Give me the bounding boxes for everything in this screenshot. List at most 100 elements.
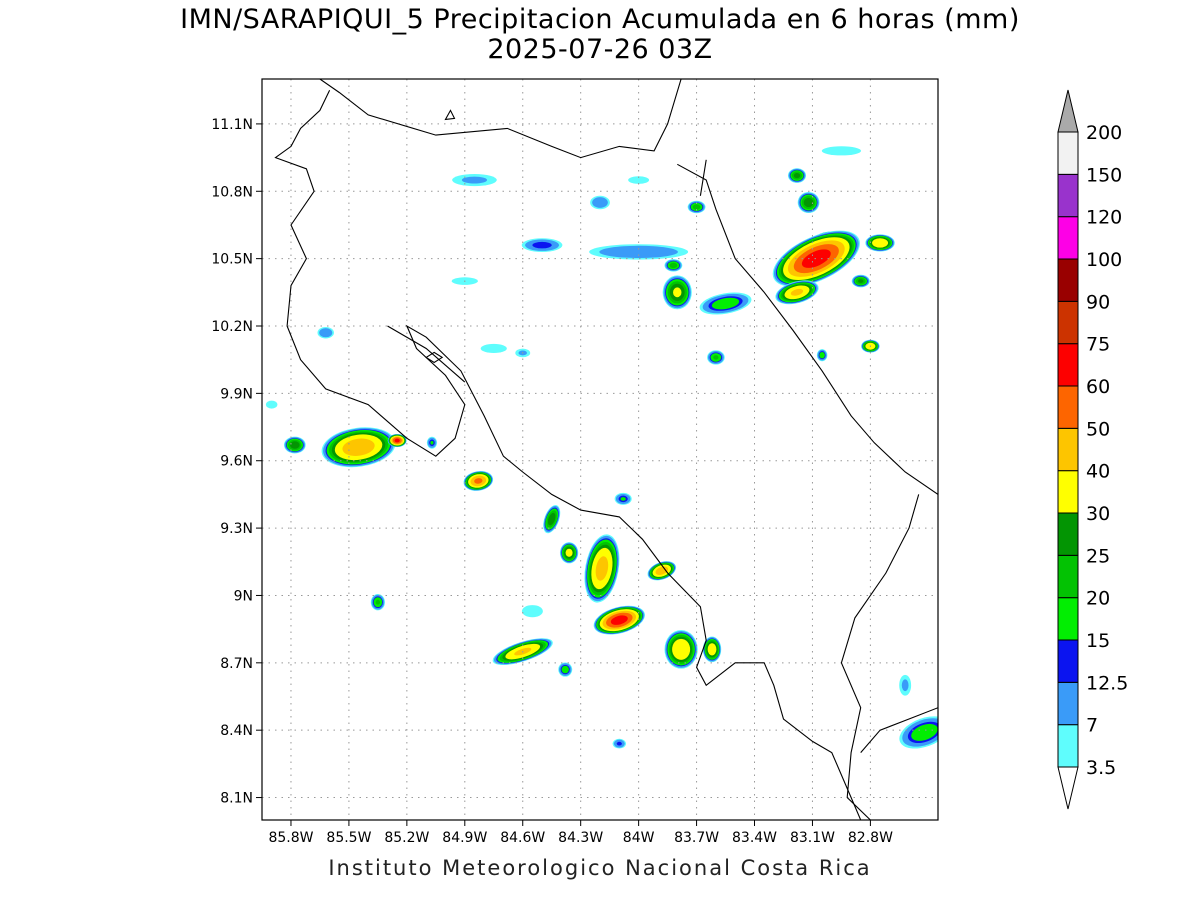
precip-cell bbox=[664, 259, 683, 272]
colorbar-level-label: 100 bbox=[1086, 249, 1122, 271]
precip-contour bbox=[319, 328, 333, 338]
colorbar-under-arrow bbox=[1057, 766, 1079, 810]
precip-contour bbox=[790, 288, 804, 296]
precip-cell bbox=[543, 504, 561, 534]
precip-cell bbox=[614, 492, 632, 505]
precip-cell bbox=[797, 191, 820, 214]
precip-contour bbox=[375, 599, 380, 605]
precip-contour bbox=[793, 172, 801, 179]
lat-tick-label: 9N bbox=[234, 588, 253, 604]
precip-cell bbox=[265, 400, 278, 409]
precip-contour bbox=[532, 241, 552, 249]
colorbar-segment bbox=[1057, 427, 1079, 472]
precip-cell bbox=[370, 593, 385, 611]
precip-cell bbox=[816, 349, 828, 362]
precip-contour bbox=[430, 440, 434, 445]
precip-contour bbox=[858, 279, 864, 283]
precip-contour bbox=[461, 176, 488, 184]
precip-contour bbox=[672, 638, 691, 660]
precip-cell bbox=[426, 436, 438, 449]
lat-tick-label: 10.8N bbox=[211, 184, 253, 200]
lat-tick-label: 9.6N bbox=[220, 454, 253, 470]
island-outline bbox=[425, 351, 444, 364]
precip-cell bbox=[283, 436, 306, 454]
colorbar-level-label: 90 bbox=[1086, 291, 1110, 313]
colorbar-level-label: 25 bbox=[1086, 545, 1110, 567]
colorbar-segment bbox=[1057, 470, 1079, 514]
precip-contour bbox=[599, 245, 678, 258]
precip-cell bbox=[593, 605, 645, 635]
precip-cell bbox=[387, 433, 407, 448]
precip-cell bbox=[865, 234, 895, 252]
coastline bbox=[319, 79, 682, 159]
precip-contour bbox=[616, 741, 622, 746]
precip-contour bbox=[673, 287, 682, 298]
lat-tick-label: 8.7N bbox=[220, 656, 253, 672]
precip-cell bbox=[851, 274, 870, 288]
precip-contour bbox=[620, 497, 626, 501]
coastline bbox=[677, 163, 938, 495]
coastline bbox=[387, 325, 466, 383]
colorbar-segment bbox=[1057, 216, 1079, 260]
coastline bbox=[274, 89, 862, 820]
precip-contour bbox=[711, 297, 740, 310]
precip-contour bbox=[707, 643, 717, 656]
precip-cell bbox=[707, 350, 725, 365]
colorbar-segment bbox=[1057, 173, 1079, 218]
precip-cell bbox=[321, 427, 396, 468]
precip-contour bbox=[480, 343, 507, 354]
coastline bbox=[699, 159, 707, 196]
precip-contour bbox=[901, 679, 909, 692]
lon-tick-label: 85.5W bbox=[326, 830, 371, 846]
precip-cell bbox=[699, 292, 752, 315]
precip-contour bbox=[290, 441, 300, 449]
precip-contour bbox=[474, 478, 483, 484]
lon-tick-label: 85.2W bbox=[384, 830, 429, 846]
precip-contour bbox=[911, 723, 938, 741]
colorbar-segment bbox=[1057, 554, 1079, 599]
precip-contour bbox=[692, 204, 701, 210]
colorbar-level-label: 15 bbox=[1086, 630, 1110, 652]
lat-tick-label: 10.5N bbox=[211, 252, 253, 268]
precip-contour bbox=[801, 249, 831, 268]
precip-contour bbox=[521, 605, 543, 618]
precip-contour bbox=[628, 176, 650, 184]
precip-contour bbox=[561, 665, 569, 674]
colorbar-level-label: 12.5 bbox=[1086, 672, 1128, 694]
lat-lon-grid bbox=[262, 79, 938, 820]
footer-credit: Instituto Meteorologico Nacional Costa R… bbox=[328, 856, 872, 880]
colorbar-level-label: 200 bbox=[1086, 122, 1122, 144]
precip-contour bbox=[803, 197, 814, 208]
lat-tick-label: 8.1N bbox=[220, 791, 253, 807]
precip-contour bbox=[342, 438, 375, 456]
precip-cell bbox=[521, 238, 563, 253]
precip-cell bbox=[899, 674, 912, 696]
map-subtitle-date: 2025-07-26 03Z bbox=[487, 34, 713, 65]
colorbar-segment bbox=[1057, 258, 1079, 302]
precip-cell bbox=[687, 200, 706, 214]
lon-tick-label: 83.1W bbox=[790, 830, 835, 846]
precip-contour bbox=[610, 615, 628, 625]
coastline bbox=[840, 494, 920, 820]
precipitation-field bbox=[265, 146, 938, 749]
colorbar-over-arrow bbox=[1057, 89, 1079, 133]
lat-tick-label: 10.2N bbox=[211, 319, 253, 335]
precip-contour bbox=[265, 400, 278, 409]
precip-cell bbox=[452, 173, 497, 187]
colorbar-level-label: 7 bbox=[1086, 715, 1098, 737]
colorbar-level-label: 120 bbox=[1086, 207, 1122, 229]
precip-cell bbox=[702, 636, 722, 663]
lon-tick-label: 84.9W bbox=[442, 830, 487, 846]
coastline-borders bbox=[274, 79, 938, 820]
colorbar-segment bbox=[1057, 597, 1079, 641]
coastline bbox=[860, 707, 938, 753]
precip-cell bbox=[662, 275, 692, 310]
colorbar-segment bbox=[1057, 512, 1079, 556]
precip-cell bbox=[463, 470, 494, 491]
precip-cell bbox=[521, 605, 543, 618]
lat-tick-label: 11.1N bbox=[211, 117, 253, 133]
precip-cell bbox=[899, 716, 938, 749]
lon-tick-label: 84W bbox=[623, 830, 655, 846]
precip-cell bbox=[584, 534, 620, 603]
colorbar-segment bbox=[1057, 724, 1079, 768]
